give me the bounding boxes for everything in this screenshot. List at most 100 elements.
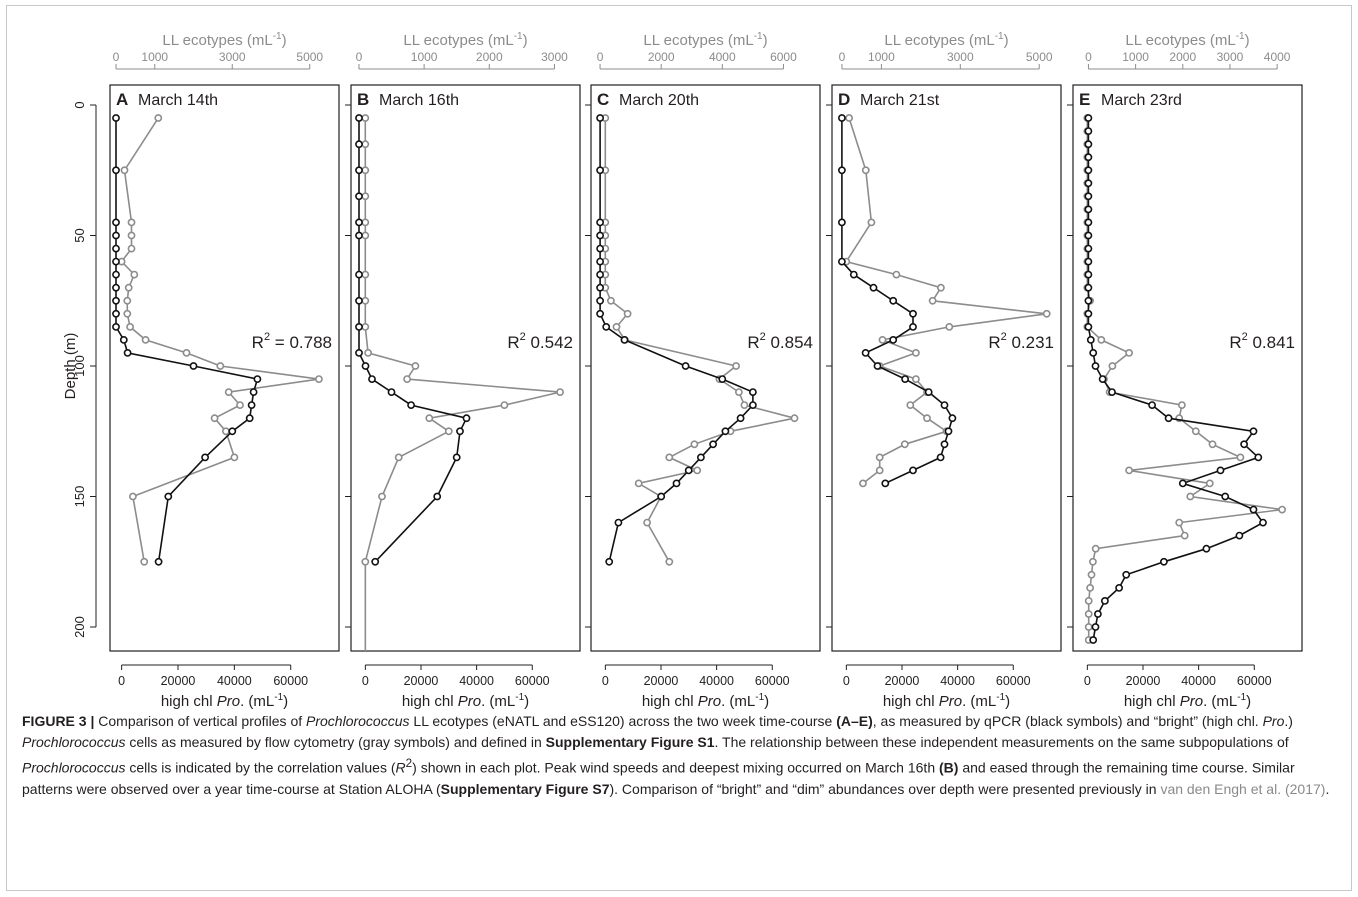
x-tick-label: 20000 — [404, 674, 439, 688]
top-axis-label: LL ecotypes (mL-1) — [162, 31, 286, 49]
data-point — [923, 414, 931, 423]
caption-text: and eased through the remaining time cou… — [22, 759, 1295, 797]
data-point — [709, 440, 717, 449]
data-point — [1084, 257, 1093, 266]
x-axis-label: high chl Pro. (mL-1) — [883, 692, 1010, 710]
data-point — [1084, 309, 1093, 318]
top-tick-label: 2000 — [476, 50, 503, 64]
data-point — [355, 296, 363, 305]
data-point — [1191, 427, 1200, 436]
data-point — [112, 114, 120, 122]
data-point — [937, 283, 945, 292]
panel-c: 0 20000 40000 60000 high chl Pro. (mL-1) 0 200… — [585, 31, 821, 710]
top-tick-label: 3000 — [947, 50, 974, 64]
data-point — [378, 492, 386, 501]
panel-e: 0 20000 40000 60000 high chl Pro. (mL-1) 0 100… — [1067, 31, 1303, 710]
data-point — [1122, 570, 1131, 579]
data-point — [1235, 531, 1244, 540]
x-tick-label: 40000 — [459, 674, 494, 688]
data-point — [444, 427, 453, 436]
data-point — [684, 466, 693, 475]
data-point — [361, 218, 370, 227]
data-point — [361, 114, 370, 122]
x-tick-label: 0 — [843, 674, 850, 688]
data-point — [394, 453, 403, 462]
data-point — [944, 427, 953, 436]
data-point — [1208, 440, 1217, 449]
top-tick-label: 4000 — [1264, 50, 1291, 64]
data-point — [1202, 544, 1211, 553]
data-point — [1205, 479, 1214, 488]
x-tick-label: 60000 — [273, 674, 308, 688]
data-point — [1125, 348, 1133, 357]
data-point — [112, 296, 120, 305]
x-axis-label: high chl Pro. (mL-1) — [402, 692, 529, 710]
data-point — [901, 375, 909, 383]
data-point — [1091, 362, 1100, 370]
data-point — [1084, 127, 1093, 135]
data-point — [1086, 584, 1094, 592]
data-point — [749, 401, 757, 409]
top-axis-label: LL ecotypes (mL-1) — [643, 31, 767, 49]
data-point — [224, 388, 233, 396]
data-point — [1086, 335, 1095, 344]
panel-frame — [350, 84, 581, 652]
data-point — [128, 492, 137, 501]
data-point — [368, 375, 376, 383]
panel-letter: E — [1079, 90, 1090, 109]
data-point — [1236, 453, 1245, 462]
x-axis-label: high chl Pro. (mL-1) — [1124, 692, 1251, 710]
data-point — [612, 322, 621, 331]
data-point — [112, 283, 120, 292]
data-point — [1084, 140, 1093, 149]
x-tick-label: 60000 — [996, 674, 1031, 688]
top-tick-label: 5000 — [1026, 50, 1053, 64]
data-point — [1160, 557, 1168, 566]
data-point — [361, 192, 370, 201]
series-line — [115, 118, 259, 562]
top-tick-label: 2000 — [1169, 50, 1196, 64]
data-point — [940, 440, 949, 449]
data-point — [361, 322, 370, 331]
caption-text: cells is indicated by the correlation va… — [125, 759, 396, 776]
data-point — [1084, 296, 1093, 305]
data-point — [945, 322, 954, 331]
top-axis-label: LL ecotypes (mL-1) — [403, 31, 527, 49]
reference-link-van-den-engh[interactable]: van den Engh et al. (2017) — [1160, 780, 1326, 797]
data-point — [189, 362, 198, 370]
top-tick-label: 3000 — [541, 50, 568, 64]
supplementary-figure-s7-link[interactable]: Supplementary Figure S7 — [440, 780, 610, 797]
data-point — [456, 427, 464, 436]
data-point — [1091, 623, 1100, 631]
data-point — [909, 309, 917, 318]
data-point — [878, 335, 887, 344]
top-tick-label: 0 — [113, 50, 120, 64]
data-point — [361, 557, 370, 566]
data-point — [749, 388, 757, 396]
data-point — [1091, 544, 1100, 553]
top-tick-label: 0 — [1085, 50, 1092, 64]
series-qpcr — [112, 114, 262, 566]
data-point — [1221, 492, 1230, 501]
data-point — [1084, 283, 1093, 292]
data-point — [732, 362, 740, 370]
data-point — [861, 166, 870, 175]
caption-text: LL ecotypes (eNATL and eSS120) across th… — [409, 713, 837, 729]
x-tick-label: 40000 — [940, 674, 975, 688]
data-point — [607, 296, 615, 305]
supplementary-figure-s1-link[interactable]: Supplementary Figure S1 — [545, 734, 715, 750]
x-tick-label: 40000 — [699, 674, 734, 688]
caption-italic: Prochlorococcus — [22, 734, 126, 750]
data-point — [838, 218, 846, 227]
panel-letter: D — [838, 90, 850, 109]
data-point — [245, 414, 254, 423]
x-tick-label: 60000 — [1237, 674, 1272, 688]
data-point — [1084, 166, 1093, 175]
data-point — [1240, 440, 1248, 449]
data-point — [620, 335, 629, 344]
figure-frame — [6, 5, 1352, 891]
data-point — [182, 348, 191, 357]
data-point — [355, 270, 363, 279]
data-point — [355, 322, 363, 331]
data-point — [740, 401, 749, 409]
